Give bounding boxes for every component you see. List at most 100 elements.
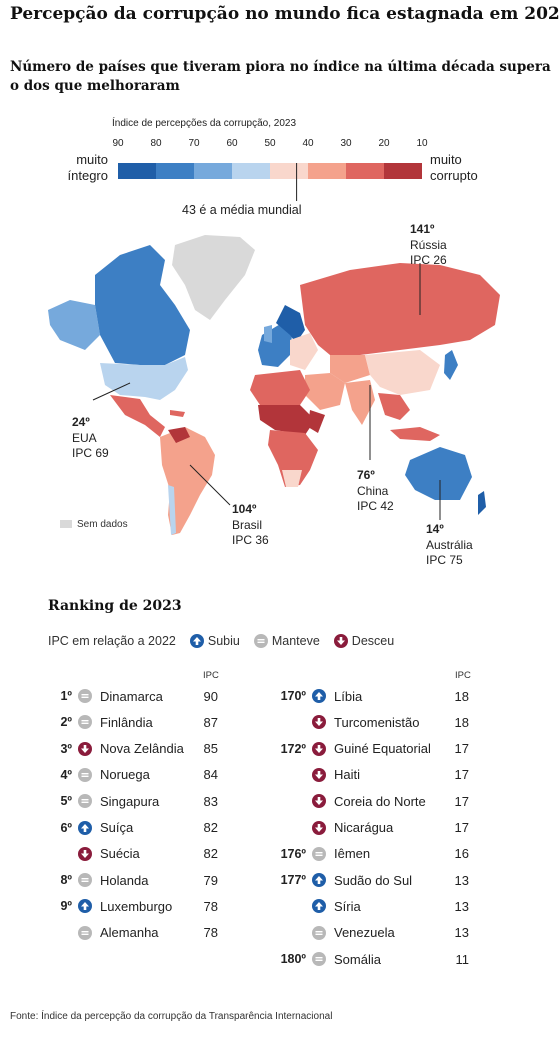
ranking-position: 5º	[60, 794, 72, 809]
ranking-ipc: 79	[203, 872, 218, 888]
ranking-row: 6º Suíça 82	[42, 818, 218, 838]
equals-icon	[312, 846, 326, 861]
legend-swatch	[384, 163, 422, 179]
ranking-row: 1º Dinamarca 90	[42, 686, 218, 706]
region-south-america	[160, 427, 215, 535]
ranking-row: Haiti 17	[276, 765, 469, 785]
region-chile	[168, 485, 176, 535]
leader-usa	[92, 382, 131, 401]
arrow-up-icon	[312, 873, 326, 888]
ranking-ipc: 13	[454, 872, 469, 888]
ranking-country: Alemanha	[100, 925, 159, 941]
ranking-country: Nova Zelândia	[100, 741, 184, 757]
equals-icon	[78, 689, 92, 703]
legend-swatch	[232, 163, 270, 179]
ranking-country: Síria	[334, 898, 361, 914]
region-alaska	[48, 300, 100, 350]
ranking-ipc: 90	[203, 688, 218, 704]
status-label: IPC em relação a 2022	[48, 634, 176, 648]
ranking-country: Líbia	[334, 688, 363, 704]
ranking-country: Dinamarca	[100, 688, 163, 704]
page-title: Percepção da corrupção no mundo fica est…	[10, 4, 560, 24]
ranking-ipc: 82	[203, 820, 218, 835]
region-south-africa	[282, 470, 302, 487]
ranking-ipc: 84	[203, 767, 218, 783]
region-horn-of-africa	[308, 410, 325, 433]
legend-left-label: muito íntegro	[67, 152, 108, 183]
ipc-header-left: IPC	[203, 670, 219, 681]
ranking-row: 4º Noruega 84	[42, 765, 218, 785]
ipc-header-right: IPC	[455, 670, 471, 681]
ranking-country: Turcomenistão	[334, 714, 420, 730]
status-up: Subiu	[189, 634, 240, 648]
legend-swatch	[346, 163, 384, 179]
ranking-position: 180º	[280, 952, 306, 966]
ranking-row: 5º Singapura 83	[42, 791, 218, 811]
ranking-position: 170º	[280, 689, 306, 703]
ranking-ipc: 78	[203, 925, 218, 941]
ranking-country: Singapura	[100, 793, 160, 809]
arrow-down-icon	[78, 846, 92, 861]
region-southern-africa	[268, 430, 318, 487]
no-data-legend: Sem dados	[60, 519, 128, 530]
ranking-row: Alemanha 78	[42, 923, 218, 943]
region-mexico	[110, 395, 165, 437]
region-greenland	[172, 235, 255, 320]
legend-swatch	[308, 163, 346, 179]
ranking-ipc: 82	[203, 846, 218, 862]
region-middle-east	[305, 373, 345, 410]
ranking-position: 6º	[60, 820, 72, 835]
legend-swatch	[118, 163, 156, 179]
ranking-ipc: 17	[454, 741, 469, 757]
region-canada	[95, 245, 190, 365]
legend-tick-label: 60	[226, 138, 238, 149]
ranking-row: 172º Guiné Equatorial 17	[276, 739, 469, 759]
arrow-down-icon	[312, 741, 326, 756]
ranking-position: 9º	[60, 899, 72, 914]
ranking-ipc: 85	[203, 741, 218, 757]
arrow-down-icon	[312, 767, 326, 782]
ranking-ipc: 11	[455, 951, 470, 967]
ranking-row: 177º Sudão do Sul 13	[276, 870, 469, 890]
ranking-country: Noruega	[100, 767, 150, 783]
page-subtitle: Número de países que tiveram piora no ín…	[10, 59, 551, 94]
ranking-position: 172º	[280, 741, 306, 756]
arrow-down-icon	[312, 794, 326, 809]
region-russia	[300, 263, 500, 355]
arrow-down-icon	[312, 820, 326, 835]
no-data-swatch	[60, 520, 72, 529]
ranking-row: 170º Líbia 18	[276, 686, 469, 706]
ranking-ipc: 78	[203, 898, 218, 914]
equals-icon	[253, 634, 268, 648]
source-note: Fonte: Índice da percepção da corrupção …	[10, 1011, 333, 1022]
ranking-row: 8º Holanda 79	[42, 870, 218, 890]
ranking-country: Somália	[334, 951, 381, 967]
ranking-ipc: 17	[454, 820, 469, 835]
ranking-ipc: 13	[454, 898, 469, 914]
status-down: Desceu	[333, 634, 394, 648]
region-southeast-asia	[378, 393, 410, 420]
equals-icon	[78, 925, 92, 940]
legend-tick-label: 90	[112, 138, 124, 149]
ranking-ipc: 18	[454, 688, 469, 704]
legend-swatch	[156, 163, 194, 179]
ranking-ipc: 17	[454, 767, 469, 783]
ranking-ipc: 83	[203, 793, 218, 809]
region-usa	[100, 357, 188, 400]
ranking-ipc: 87	[203, 714, 218, 730]
region-australia	[405, 447, 472, 500]
legend-swatch	[270, 163, 308, 179]
ranking-position: 2º	[60, 715, 72, 730]
arrow-up-icon	[78, 899, 92, 914]
equals-icon	[78, 767, 92, 782]
callout-usa: 24º EUA IPC 69	[72, 415, 109, 460]
region-china	[365, 350, 440, 395]
ranking-position: 176º	[280, 846, 306, 861]
ranking-row: 2º Finlândia 87	[42, 712, 218, 732]
arrow-down-icon	[312, 715, 326, 730]
ranking-row: 3º Nova Zelândia 85	[42, 739, 218, 759]
ranking-row: Suécia 82	[42, 844, 218, 864]
arrow-up-icon	[312, 899, 326, 914]
legend-title: Índice de percepções da corrupção, 2023	[112, 118, 297, 129]
legend-scale	[118, 163, 422, 201]
